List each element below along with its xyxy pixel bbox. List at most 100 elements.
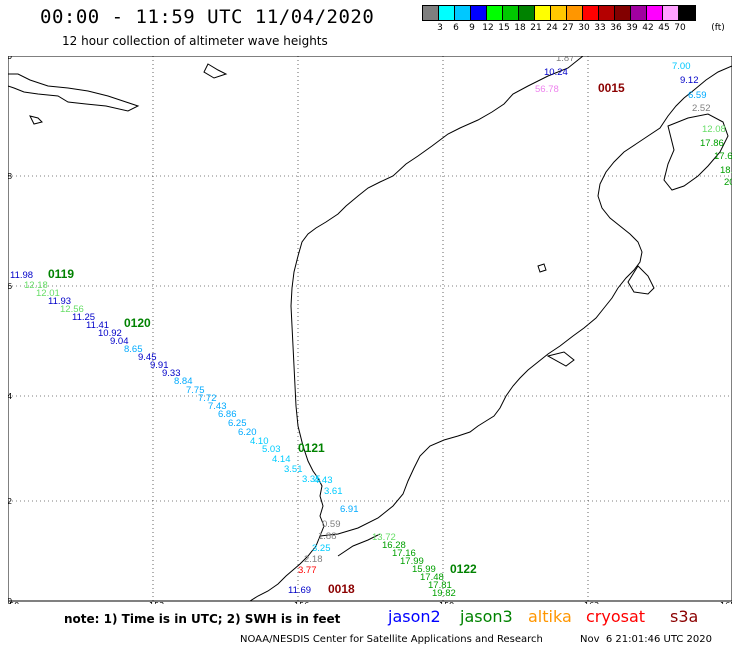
color-legend: 3 6 9 12 15 18 21 24 27 30 33 36 39 42 45 70 (ft) (422, 5, 728, 35)
satellite-name-jason2: jason2 (388, 607, 441, 626)
satellite-name-altika: altika (528, 607, 572, 626)
swh-value-label: 16.28 (382, 540, 406, 551)
islet (29, 115, 43, 125)
legend-swatch (567, 6, 583, 20)
swh-value-label: 12.18 (24, 280, 48, 291)
swh-value-label: 11.93 (48, 296, 71, 307)
legend-swatch (599, 6, 615, 20)
track-time-label: 0121 (298, 441, 325, 455)
legend-swatch (455, 6, 471, 20)
legend-swatch (663, 6, 679, 20)
swh-value-label: 9.04 (110, 336, 129, 347)
legend-swatch (583, 6, 599, 20)
legend-tick-label: 27 (562, 23, 574, 33)
swh-value-label: 8.65 (124, 344, 143, 355)
legend-tick-label: 45 (658, 23, 670, 33)
swh-value-label: 10.24 (544, 67, 568, 78)
swh-value-label: 7.43 (208, 401, 227, 412)
swh-value-label: 4.10 (250, 436, 269, 447)
swh-value-label: 4.43 (314, 475, 333, 486)
swh-value-label: 17.86 (700, 138, 724, 149)
legend-swatch (487, 6, 503, 20)
legend-tick-label: 30 (578, 23, 590, 33)
legend-swatch (615, 6, 631, 20)
legend-tick-label: 70 (674, 23, 686, 33)
swh-value-label: 3.35 (302, 474, 321, 485)
legend-color-bar (422, 5, 696, 21)
longitude-tick-label: 153 (149, 601, 164, 604)
latitude-tick-label: 52 (8, 497, 12, 506)
peninsula-northeast (663, 113, 729, 191)
swh-value-label: 17.60 (714, 151, 732, 162)
swh-value-label: 3.51 (284, 464, 303, 475)
map-subtitle: 12 hour collection of altimeter wave hei… (62, 34, 328, 48)
timestamp-text: Nov 6 21:01:46 UTC 2020 (580, 634, 712, 645)
swh-value-label: 6.91 (340, 504, 359, 515)
longitude-tick-label: 165 (720, 601, 732, 604)
swh-value-label: 11.41 (86, 320, 109, 331)
bay-inlet (627, 265, 655, 295)
swh-value-label: 7.75 (186, 385, 205, 396)
swh-value-label: 12.08 (702, 124, 726, 135)
kamchatka-west-coast (249, 56, 584, 602)
swh-value-label: 17.48 (420, 572, 444, 583)
coast-segment (337, 533, 381, 557)
track-time-label: 0122 (450, 562, 477, 576)
longitude-tick-label: 162 (584, 601, 599, 604)
wave-height-map: 150 153 156 159 162 165 60 58 56 54 52 50 1.87 10.24… (8, 56, 732, 604)
lat-lon-grid: 150 153 156 159 162 165 60 58 56 54 52 50 (8, 56, 732, 604)
legend-tick-label: 36 (610, 23, 622, 33)
lake (546, 351, 575, 367)
swh-value-label: 9.91 (150, 360, 169, 371)
swh-value-label: 19.82 (432, 588, 456, 599)
legend-unit: (ft) (711, 23, 725, 33)
swh-value-label: 1.87 (556, 56, 575, 64)
swh-value-label: 2.52 (692, 103, 711, 114)
swh-value-label: 9.45 (138, 352, 157, 363)
swh-value-label: 4.14 (272, 454, 291, 465)
swh-value-label: 17.16 (392, 548, 416, 559)
swh-value-label: 17.81 (428, 580, 452, 591)
kamchatka-east-coast (319, 65, 732, 537)
legend-swatch (535, 6, 551, 20)
swh-value-label: 9.33 (162, 368, 181, 379)
swh-value-label: 11.69 (288, 585, 311, 596)
longitude-tick-label: 156 (294, 601, 309, 604)
swh-value-label: 11.25 (72, 312, 95, 323)
swh-value-label: 0.59 (322, 519, 341, 530)
credit-text: NOAA/NESDIS Center for Satellite Applica… (240, 634, 543, 645)
swh-value-label: 17.99 (400, 556, 424, 567)
track-time-label: 0015 (598, 81, 625, 95)
latitude-tick-label: 58 (8, 172, 12, 181)
swh-value-label: 6.25 (228, 418, 247, 429)
latitude-tick-label: 50 (8, 597, 12, 604)
coastline (8, 56, 732, 602)
swh-value-label: 7.00 (672, 61, 691, 72)
satellite-name-cryosat: cryosat (586, 607, 646, 626)
track-time-label: 0018 (328, 582, 355, 596)
legend-swatch (647, 6, 663, 20)
latitude-tick-label: 60 (8, 56, 12, 61)
legend-tick-label: 33 (594, 23, 606, 33)
legend-swatch (439, 6, 455, 20)
legend-swatch (631, 6, 647, 20)
islet (203, 63, 228, 79)
legend-tick-label: 6 (453, 23, 459, 33)
map-title: 00:00 - 11:59 UTC 11/04/2020 (40, 6, 375, 28)
swh-value-label: 13.72 (372, 532, 396, 543)
swh-value-label: 1.88 (318, 531, 337, 542)
map-frame (8, 56, 732, 602)
legend-swatch (423, 6, 439, 20)
swh-value-label: 12.56 (60, 304, 84, 315)
swh-value-label: 56.78 (535, 84, 559, 95)
swh-value-label: 15.99 (412, 564, 436, 575)
swh-value-label: 7.72 (198, 393, 217, 404)
legend-swatch (503, 6, 519, 20)
swh-value-label: 20 (724, 177, 732, 188)
legend-swatch (519, 6, 535, 20)
latitude-tick-label: 54 (8, 392, 12, 401)
longitude-tick-label: 150 (8, 601, 19, 604)
legend-tick-label: 18 (514, 23, 526, 33)
legend-tick-label: 24 (546, 23, 558, 33)
swh-value-label: 12.01 (36, 288, 60, 299)
